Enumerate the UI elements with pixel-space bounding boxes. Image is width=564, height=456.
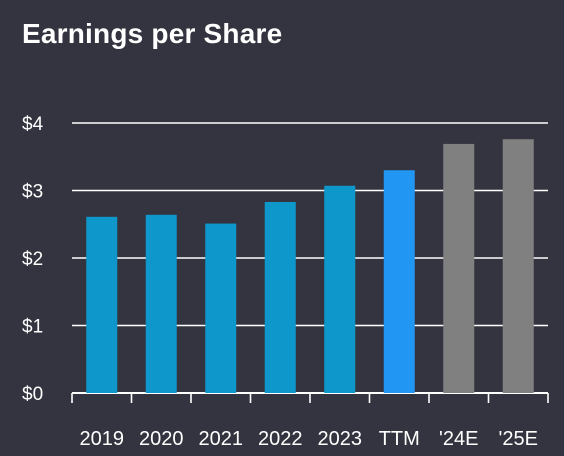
y-tick-label: $4 — [22, 114, 44, 135]
x-tick-label: '24E — [439, 428, 478, 450]
x-tick-label: 2020 — [139, 428, 184, 450]
bar-2023 — [324, 185, 356, 393]
y-tick-label: $1 — [22, 317, 43, 338]
x-tick-label: 2023 — [318, 428, 363, 450]
bar-2020 — [145, 214, 177, 393]
bar-2021 — [205, 223, 237, 393]
bar-2022 — [264, 201, 296, 393]
y-tick-label: $2 — [22, 249, 43, 270]
x-tick-label: 2022 — [258, 428, 303, 450]
chart-title: Earnings per Share — [22, 18, 283, 49]
bar-2019 — [86, 216, 118, 393]
y-tick-label: $0 — [22, 384, 43, 405]
y-tick-label: $3 — [22, 182, 43, 203]
x-tick-label: 2019 — [80, 428, 125, 450]
bar-25e — [502, 139, 534, 393]
x-tick-label: TTM — [379, 428, 420, 450]
x-tick-label: 2021 — [199, 428, 244, 450]
bar-24e — [443, 143, 475, 393]
x-tick-label: '25E — [499, 428, 538, 450]
bar-ttm — [383, 170, 415, 393]
